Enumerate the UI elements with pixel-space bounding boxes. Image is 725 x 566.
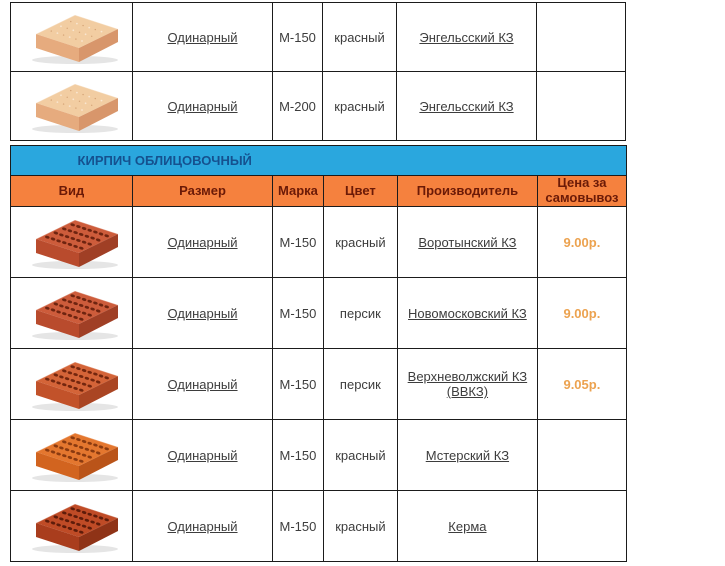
cell-color: красный — [322, 419, 398, 491]
section-banner-title: КИРПИЧ ОБЛИЦОВОЧНЫЙ — [77, 153, 252, 168]
cell-grade: М-150 — [272, 419, 324, 491]
size-link[interactable]: Одинарный — [167, 234, 238, 250]
cell-color: красный — [322, 71, 397, 141]
manufacturer-link[interactable]: Энгельсский КЗ — [419, 29, 514, 45]
cell-size: Одинарный — [132, 2, 273, 72]
bright-orange-perforated-brick — [31, 432, 118, 482]
brick-table-facing: КИРПИЧ ОБЛИЦОВОЧНЫЙ Вид Размер Марка Цвет Пр… — [10, 145, 627, 562]
column-header-2: Марка — [272, 175, 324, 207]
brick-table-upper: Одинарный М-150 красный Энгельсский КЗ Одина… — [10, 2, 626, 141]
manufacturer-link[interactable]: Новомосковский КЗ — [408, 305, 527, 321]
table-row: Одинарный М-150 персик Новомосковский КЗ 9.0… — [10, 277, 627, 349]
cell-manufacturer: Новомосковский КЗ — [396, 277, 538, 349]
section-banner-row: КИРПИЧ ОБЛИЦОВОЧНЫЙ — [10, 145, 627, 176]
size-link[interactable]: Одинарный — [167, 305, 238, 321]
manufacturer-link[interactable]: Мстерский КЗ — [425, 447, 510, 463]
section-banner: КИРПИЧ ОБЛИЦОВОЧНЫЙ — [10, 145, 627, 176]
column-header-1: Размер — [132, 175, 273, 207]
table-row: Одинарный М-150 красный Мстерский КЗ — [10, 419, 627, 491]
cell-grade: М-150 — [272, 2, 323, 72]
cell-brick-image — [10, 419, 133, 491]
dark-red-perforated-brick — [31, 503, 118, 553]
cell-color: красный — [322, 2, 397, 72]
cell-manufacturer: Верхневолжский КЗ (ВВКЗ) — [396, 348, 538, 420]
cell-brick-image — [10, 348, 133, 420]
cell-color: персик — [322, 277, 398, 349]
cell-size: Одинарный — [132, 206, 273, 278]
red-perforated-brick — [31, 290, 118, 340]
size-link[interactable]: Одинарный — [167, 376, 238, 392]
manufacturer-link[interactable]: Энгельсский КЗ — [419, 98, 514, 114]
cell-size: Одинарный — [132, 490, 273, 562]
price-text: 9.00р. — [563, 305, 601, 321]
price-text: 9.00р. — [563, 234, 601, 250]
cell-color: персик — [322, 348, 398, 420]
cell-price — [536, 490, 627, 562]
cell-grade: М-150 — [272, 348, 324, 420]
cell-color: красный — [322, 206, 398, 278]
table-row: Одинарный М-150 красный Керма — [10, 490, 627, 562]
table-row: Одинарный М-150 красный Энгельсский КЗ — [10, 2, 626, 72]
cell-brick-image — [10, 2, 133, 72]
cell-price: 9.05р. — [536, 348, 627, 420]
sand-solid-brick — [31, 83, 118, 133]
cell-grade: М-150 — [272, 490, 324, 562]
cell-grade: М-200 — [272, 71, 323, 141]
manufacturer-link[interactable]: Воротынский КЗ — [418, 234, 517, 250]
table-row: Одинарный М-150 персик Верхневолжский КЗ (В… — [10, 348, 627, 420]
size-link[interactable]: Одинарный — [167, 518, 238, 534]
size-link[interactable]: Одинарный — [167, 98, 238, 114]
cell-grade: М-150 — [272, 277, 324, 349]
cell-manufacturer: Энгельсский КЗ — [396, 71, 537, 141]
sand-solid-brick — [31, 14, 118, 64]
column-header-0: Вид — [10, 175, 133, 207]
cell-grade: М-150 — [272, 206, 324, 278]
size-link[interactable]: Одинарный — [167, 29, 238, 45]
cell-brick-image — [10, 206, 133, 278]
cell-price — [536, 419, 627, 491]
cell-brick-image — [10, 71, 133, 141]
cell-manufacturer: Мстерский КЗ — [396, 419, 538, 491]
column-header-5: Цена за самовывоз — [536, 175, 627, 207]
table-row: Одинарный М-150 красный Воротынский КЗ 9.00р… — [10, 206, 627, 278]
cell-manufacturer: Энгельсский КЗ — [396, 2, 537, 72]
column-header-3: Цвет — [322, 175, 398, 207]
price-text: 9.05р. — [563, 376, 601, 392]
cell-price — [536, 71, 626, 141]
cell-brick-image — [10, 490, 133, 562]
manufacturer-link[interactable]: Керма — [448, 518, 487, 534]
cell-brick-image — [10, 277, 133, 349]
cell-color: красный — [322, 490, 398, 562]
table-row: Одинарный М-200 красный Энгельсский КЗ — [10, 71, 626, 141]
orange-perforated-brick — [31, 361, 118, 411]
size-link[interactable]: Одинарный — [167, 447, 238, 463]
cell-size: Одинарный — [132, 419, 273, 491]
red-perforated-brick — [31, 219, 118, 269]
cell-manufacturer: Воротынский КЗ — [396, 206, 538, 278]
cell-size: Одинарный — [132, 71, 273, 141]
manufacturer-link[interactable]: Верхневолжский КЗ (ВВКЗ) — [407, 369, 528, 399]
cell-size: Одинарный — [132, 277, 273, 349]
cell-price: 9.00р. — [536, 206, 627, 278]
cell-price: 9.00р. — [536, 277, 627, 349]
cell-size: Одинарный — [132, 348, 273, 420]
table-header-row: Вид Размер Марка Цвет Производитель Цена за с… — [10, 175, 627, 207]
cell-price — [536, 2, 626, 72]
cell-manufacturer: Керма — [396, 490, 538, 562]
column-header-4: Производитель — [396, 175, 538, 207]
